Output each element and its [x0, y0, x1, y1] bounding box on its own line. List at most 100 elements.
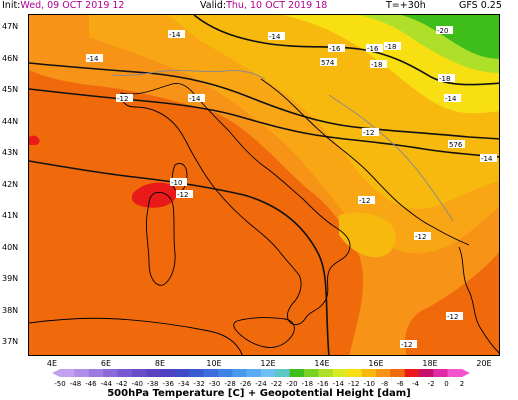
lon-tick: 6E [100, 359, 112, 368]
valid-value: Thu, 10 OCT 2019 18 [226, 0, 328, 11]
colorbar-cell [217, 369, 233, 377]
contour-label-bg [320, 58, 337, 66]
fill-light-patch-east [339, 212, 396, 258]
init-value: Wed, 09 OCT 2019 12 [20, 0, 125, 11]
contour-label: -14 [189, 95, 201, 103]
colorbar-cell [418, 369, 434, 377]
contour-label-bg [168, 30, 185, 38]
colorbar-cell [304, 369, 319, 377]
fill-warm-spot-sardinia [131, 182, 177, 208]
lat-tick: 39N [2, 274, 19, 283]
contour-label: -14 [169, 31, 181, 39]
colorbar-tick-label: -16 [317, 380, 329, 388]
colorbar-cell [289, 369, 305, 377]
coastline-greece [458, 246, 499, 354]
contour-label: 576 [449, 141, 463, 149]
contour-label-bg [370, 60, 387, 68]
lon-tick: 16E [368, 359, 384, 368]
contour-label-bg [446, 312, 463, 320]
colorbar-tick-label: 2 [460, 380, 464, 388]
forecast-step: T=+30h [386, 0, 426, 11]
colorbar-cell [318, 369, 334, 377]
contour-label-bg [400, 340, 417, 348]
contour-label: -14 [269, 33, 281, 41]
colorbar-tick-label: -6 [397, 380, 405, 388]
colorbar-tick-label: -24 [255, 380, 267, 388]
lat-tick: 37N [2, 337, 19, 346]
coastline-sicily [233, 317, 295, 348]
border-alps [110, 69, 266, 80]
colorbar-tick-label: -4 [412, 380, 420, 388]
contour-label-bg [170, 178, 187, 186]
contour-label: -20 [437, 27, 448, 35]
lat-tick: 44N [2, 116, 19, 126]
colorbar-tick-label: -40 [132, 380, 143, 388]
colorbar-cell [447, 369, 463, 377]
colorbar-cell [361, 369, 377, 377]
lat-tick: 43N [2, 148, 19, 157]
lat-tick: 41N [2, 211, 19, 220]
colorbar-tick-label: -50 [54, 380, 65, 388]
contour-label: -12 [447, 313, 458, 321]
fill-green [401, 15, 499, 59]
model-name: GFS 0.25 [459, 0, 502, 11]
lat-tick: 42N [2, 179, 19, 189]
contour-label-bg [436, 26, 453, 34]
contour-label: -12 [415, 233, 426, 241]
contour-label-bg [188, 94, 205, 102]
colorbar-tick-label: -44 [101, 380, 113, 388]
valid-time: Valid:Thu, 10 OCT 2019 18 [200, 0, 327, 12]
colorbar-cell [232, 369, 247, 377]
colorbar-cell [189, 369, 204, 377]
temperature-colorbar: -50 -48 -46 -44 -42 -40 -38 -36 -34 -32 -30 -28 -26-… [52, 369, 470, 388]
colorbar-tick-label: -10 [364, 380, 375, 388]
map-canvas: -14 -14 -16 -16 -18 -20 -18 -18 -14 -12 574 -14 -14 -… [29, 15, 499, 355]
lon-tick: 4E [46, 359, 58, 368]
weather-map[interactable]: -14 -14 -16 -16 -18 -20 -18 -18 -14 -12 574 -14 -14 -… [28, 14, 500, 356]
colorbar-tick-label: -30 [209, 380, 220, 388]
colorbar-tick-label: -36 [163, 380, 175, 388]
colorbar-tick-label: -18 [302, 380, 313, 388]
init-label: Init: [2, 0, 21, 11]
colorbar-cell [261, 369, 276, 377]
colorbar-cell [103, 369, 118, 377]
map-caption: 500hPa Temperature [C] + Geopotential He… [107, 388, 411, 399]
height-line-564 [193, 15, 499, 86]
init-time: Init:Wed, 09 OCT 2019 12 [2, 0, 124, 12]
colorbar-cell [332, 369, 348, 377]
contour-label: -14 [87, 55, 99, 63]
lat-tick: 45N [2, 85, 19, 94]
lat-tick: 40N [2, 242, 19, 252]
contour-label: -12 [401, 341, 412, 349]
contour-label-bg [116, 94, 133, 102]
lon-tick: 8E [154, 359, 166, 368]
coastline-north-africa [29, 317, 243, 355]
colorbar-tick-label: -2 [428, 380, 435, 388]
colorbar-tick-label: -20 [286, 380, 297, 388]
map-header: Init:Wed, 09 OCT 2019 12 Valid:Thu, 10 O… [0, 0, 518, 12]
contour-labels: -14 -14 -16 -16 -18 -20 -18 -18 -14 -12 574 -14 -14 -… [86, 26, 497, 349]
contour-label-bg [268, 32, 285, 40]
contour-label-bg [362, 128, 379, 136]
coastline-adriatic-east [260, 78, 470, 246]
contour-label: -18 [439, 75, 450, 83]
contour-label-bg [86, 54, 103, 62]
colorbar-tick-label: -34 [178, 380, 190, 388]
contour-label: 574 [321, 59, 335, 67]
contour-label-bg [358, 196, 375, 204]
colorbar-tick-label: -12 [348, 380, 359, 388]
colorbar-cell [347, 369, 362, 377]
contour-label: -12 [177, 191, 188, 199]
colorbar-cell [60, 369, 75, 377]
contour-label-bg [328, 44, 345, 52]
contour-label: -18 [371, 61, 382, 69]
colorbar-cell [160, 369, 176, 377]
contour-label: -16 [329, 45, 341, 53]
colorbar-tick-label: 0 [444, 380, 448, 388]
colorbar-tick-label: -8 [381, 380, 388, 388]
colorbar-tick-label: -42 [116, 380, 127, 388]
colorbar-tick-label: -26 [240, 380, 252, 388]
contour-label: -12 [363, 129, 374, 137]
contour-label: -12 [117, 95, 128, 103]
colorbar-tick-label: -46 [85, 380, 97, 388]
